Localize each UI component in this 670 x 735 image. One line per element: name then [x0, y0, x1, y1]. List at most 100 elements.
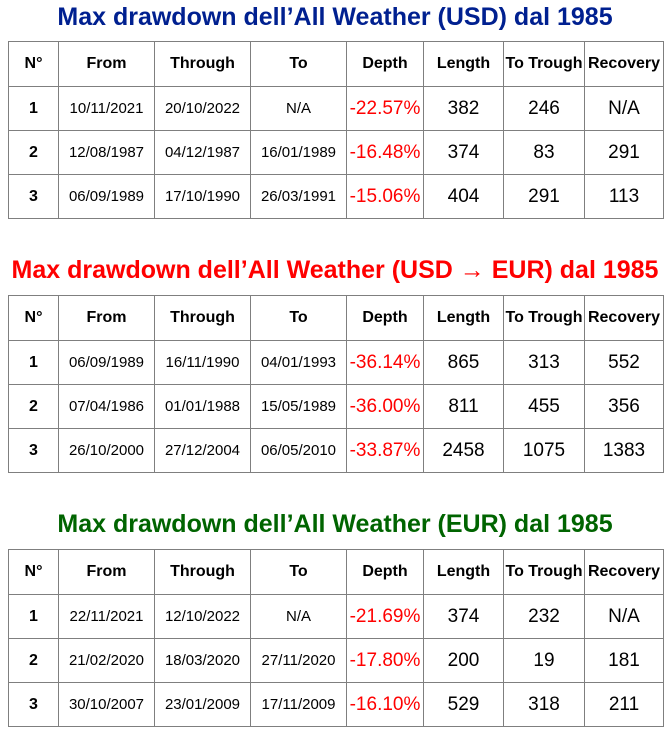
header-through: Through [154, 41, 251, 87]
cell-to-trough: 246 [503, 86, 585, 131]
cell-to: 16/01/1989 [250, 130, 347, 175]
cell-to: 26/03/1991 [250, 174, 347, 219]
table-row: 3 26/10/2000 27/12/2004 06/05/2010 -33.8… [8, 428, 664, 473]
header-to-trough: To Trough [503, 41, 585, 87]
cell-from: 21/02/2020 [58, 638, 155, 683]
cell-to-trough: 1075 [503, 428, 585, 473]
header-to: To [250, 295, 347, 341]
header-n: N° [8, 295, 59, 341]
header-length: Length [423, 41, 504, 87]
table-usd-eur: N° From Through To Depth Length To Troug… [8, 295, 664, 473]
cell-to-trough: 232 [503, 594, 585, 639]
cell-through: 20/10/2022 [154, 86, 251, 131]
header-depth: Depth [346, 295, 424, 341]
cell-to: N/A [250, 86, 347, 131]
cell-through: 12/10/2022 [154, 594, 251, 639]
cell-recovery: 211 [584, 682, 664, 727]
cell-length: 529 [423, 682, 504, 727]
cell-from: 30/10/2007 [58, 682, 155, 727]
cell-length: 374 [423, 130, 504, 175]
header-to: To [250, 549, 347, 595]
cell-depth: -17.80% [346, 638, 424, 683]
cell-from: 22/11/2021 [58, 594, 155, 639]
cell-to-trough: 313 [503, 340, 585, 385]
cell-depth: -21.69% [346, 594, 424, 639]
cell-depth: -16.10% [346, 682, 424, 727]
header-to-trough: To Trough [503, 549, 585, 595]
table-row: 1 10/11/2021 20/10/2022 N/A -22.57% 382 … [8, 86, 664, 131]
table-row: 1 06/09/1989 16/11/1990 04/01/1993 -36.1… [8, 340, 664, 385]
cell-depth: -33.87% [346, 428, 424, 473]
cell-to-trough: 83 [503, 130, 585, 175]
cell-n: 1 [8, 594, 59, 639]
cell-recovery: 291 [584, 130, 664, 175]
cell-from: 26/10/2000 [58, 428, 155, 473]
cell-depth: -16.48% [346, 130, 424, 175]
cell-depth: -22.57% [346, 86, 424, 131]
header-recovery: Recovery [584, 295, 664, 341]
cell-recovery: N/A [584, 86, 664, 131]
header-from: From [58, 41, 155, 87]
cell-through: 04/12/1987 [154, 130, 251, 175]
cell-from: 12/08/1987 [58, 130, 155, 175]
cell-n: 1 [8, 86, 59, 131]
cell-n: 3 [8, 428, 59, 473]
cell-from: 07/04/1986 [58, 384, 155, 429]
header-through: Through [154, 295, 251, 341]
cell-length: 404 [423, 174, 504, 219]
cell-length: 2458 [423, 428, 504, 473]
header-to: To [250, 41, 347, 87]
title-eur: Max drawdown dell’All Weather (EUR) dal … [57, 510, 613, 538]
cell-through: 18/03/2020 [154, 638, 251, 683]
cell-length: 382 [423, 86, 504, 131]
cell-depth: -36.00% [346, 384, 424, 429]
cell-to: 04/01/1993 [250, 340, 347, 385]
cell-to-trough: 455 [503, 384, 585, 429]
table-row: 2 12/08/1987 04/12/1987 16/01/1989 -16.4… [8, 130, 664, 175]
cell-to: 06/05/2010 [250, 428, 347, 473]
cell-depth: -15.06% [346, 174, 424, 219]
cell-n: 3 [8, 174, 59, 219]
header-from: From [58, 549, 155, 595]
header-from: From [58, 295, 155, 341]
cell-to-trough: 291 [503, 174, 585, 219]
cell-through: 16/11/1990 [154, 340, 251, 385]
header-n: N° [8, 549, 59, 595]
cell-to-trough: 318 [503, 682, 585, 727]
cell-from: 10/11/2021 [58, 86, 155, 131]
title-usd-eur: Max drawdown dell’All Weather (USD → EUR… [11, 256, 659, 284]
cell-recovery: N/A [584, 594, 664, 639]
header-row: N° From Through To Depth Length To Troug… [8, 295, 664, 341]
table-eur: N° From Through To Depth Length To Troug… [8, 549, 664, 727]
table-row: 2 21/02/2020 18/03/2020 27/11/2020 -17.8… [8, 638, 664, 683]
cell-length: 865 [423, 340, 504, 385]
cell-length: 811 [423, 384, 504, 429]
header-length: Length [423, 549, 504, 595]
cell-through: 27/12/2004 [154, 428, 251, 473]
header-depth: Depth [346, 549, 424, 595]
table-usd: N° From Through To Depth Length To Troug… [8, 41, 664, 219]
header-recovery: Recovery [584, 41, 664, 87]
cell-from: 06/09/1989 [58, 174, 155, 219]
cell-n: 2 [8, 638, 59, 683]
table-row: 3 06/09/1989 17/10/1990 26/03/1991 -15.0… [8, 174, 664, 219]
cell-recovery: 356 [584, 384, 664, 429]
header-through: Through [154, 549, 251, 595]
header-to-trough: To Trough [503, 295, 585, 341]
cell-through: 23/01/2009 [154, 682, 251, 727]
cell-to: 27/11/2020 [250, 638, 347, 683]
cell-length: 374 [423, 594, 504, 639]
header-recovery: Recovery [584, 549, 664, 595]
cell-through: 01/01/1988 [154, 384, 251, 429]
cell-to-trough: 19 [503, 638, 585, 683]
cell-to: 17/11/2009 [250, 682, 347, 727]
header-n: N° [8, 41, 59, 87]
cell-recovery: 1383 [584, 428, 664, 473]
cell-n: 1 [8, 340, 59, 385]
title-usd: Max drawdown dell’All Weather (USD) dal … [57, 3, 613, 31]
cell-recovery: 181 [584, 638, 664, 683]
table-row: 3 30/10/2007 23/01/2009 17/11/2009 -16.1… [8, 682, 664, 727]
cell-to: 15/05/1989 [250, 384, 347, 429]
cell-recovery: 552 [584, 340, 664, 385]
cell-through: 17/10/1990 [154, 174, 251, 219]
